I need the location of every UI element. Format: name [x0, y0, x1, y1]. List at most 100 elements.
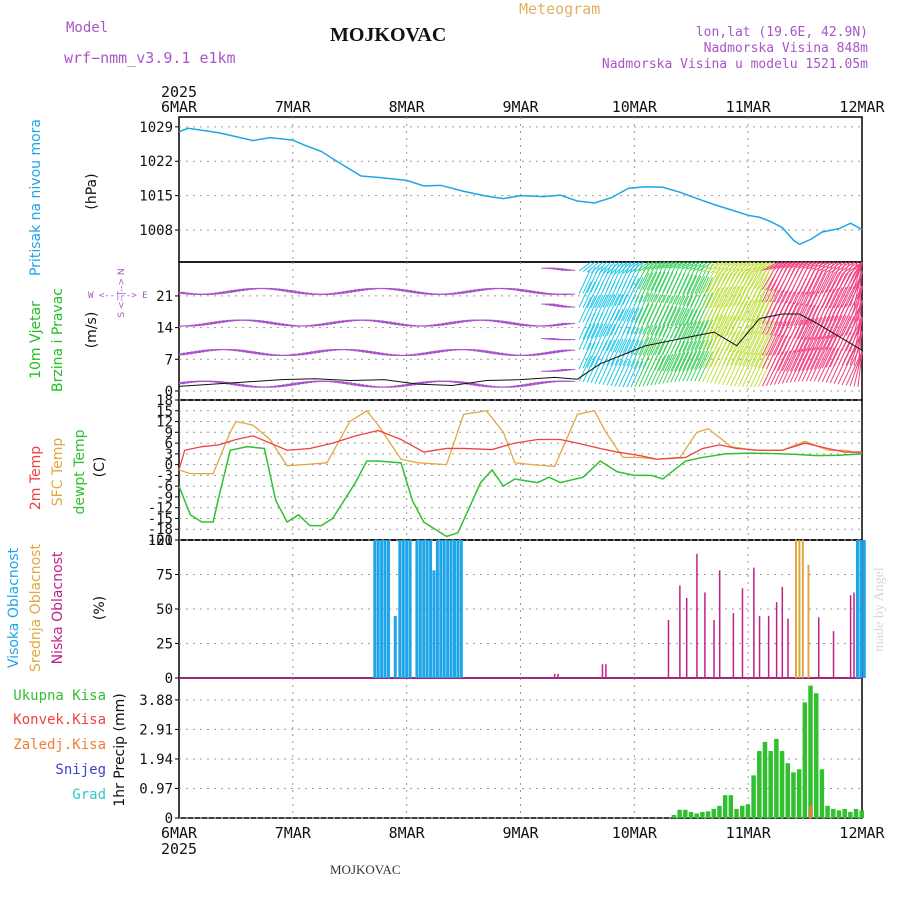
- dewpt-axis-label: dewpt Temp: [72, 429, 88, 514]
- cloud-bar: [376, 540, 380, 678]
- wind-barb: [849, 261, 863, 275]
- precip-bar: [842, 808, 847, 818]
- wind-barb: [798, 261, 815, 269]
- wind-barb: [738, 261, 755, 275]
- cloud-bar: [383, 540, 387, 678]
- wind-barb: [630, 328, 644, 355]
- footer-location: MOJKOVAC: [330, 862, 401, 877]
- precip-bar: [722, 795, 728, 818]
- wind-barb: [773, 336, 791, 371]
- wind-barb: [674, 322, 690, 354]
- wind-barb: [734, 261, 751, 275]
- cloud-bar: [781, 586, 784, 678]
- wind-barb: [841, 273, 859, 308]
- wind-barb: [674, 351, 690, 383]
- wind-barb: [690, 264, 706, 295]
- wind-barb: [813, 347, 831, 382]
- wind-barb: [702, 287, 720, 323]
- wind-barb: [602, 324, 616, 351]
- wind-barb: [654, 295, 670, 326]
- wind-barb: [821, 347, 839, 383]
- wind-barb: [650, 325, 666, 356]
- wind-barb: [634, 324, 650, 356]
- wind-barb: [714, 315, 732, 350]
- wind-barb: [785, 337, 803, 372]
- precip-bar: [739, 805, 745, 818]
- cloud-bar: [855, 540, 859, 678]
- wind-barb: [809, 335, 827, 371]
- wind-barb: [809, 346, 827, 382]
- wind-barb: [650, 294, 666, 326]
- wind-barb: [630, 295, 644, 323]
- wind-barb: [837, 273, 855, 308]
- wind-barb: [694, 339, 710, 370]
- wind-barb: [777, 261, 795, 293]
- wind-barb: [666, 341, 682, 372]
- wind-barb: [785, 261, 803, 294]
- wind-barb: [770, 261, 787, 270]
- wind-barb: [606, 339, 620, 366]
- wind-barb: [718, 286, 736, 321]
- cloud-bar: [418, 540, 422, 678]
- cloud-bar: [696, 553, 698, 678]
- wind-barb: [789, 348, 807, 383]
- wind-barb: [638, 324, 654, 356]
- x-tick-label-bottom: 9MAR: [502, 824, 539, 842]
- cloud-bar: [401, 540, 405, 678]
- precip-bar: [802, 702, 808, 818]
- wind-barb: [602, 293, 616, 321]
- wind-barb: [849, 317, 863, 352]
- wind-barb: [742, 352, 759, 388]
- wind-barb: [714, 261, 731, 274]
- pressure-unit-label: (hPa): [84, 173, 100, 209]
- wind-barb: [670, 295, 686, 327]
- wind-barb: [809, 261, 827, 271]
- wind-barb: [646, 261, 662, 271]
- wind-barb: [765, 321, 783, 356]
- wind-barb: [742, 331, 759, 367]
- wind-barb: [634, 261, 650, 273]
- wind-barb: [773, 321, 791, 356]
- wind-barb: [634, 336, 650, 368]
- wind-barb: [686, 275, 702, 307]
- wind-barb: [817, 334, 835, 369]
- wind-barb: [698, 292, 714, 323]
- cloud-bar: [601, 664, 604, 678]
- wind-barb: [694, 276, 710, 308]
- cloud-bar: [817, 617, 820, 678]
- wind-barb: [806, 261, 823, 270]
- y-tick-label: 7: [165, 352, 173, 368]
- wind-barb: [638, 337, 654, 369]
- cloud-bar: [449, 540, 453, 678]
- wind-barb: [829, 315, 847, 350]
- wind-barb: [678, 295, 694, 326]
- wind-barb: [726, 301, 743, 336]
- wind-barb: [578, 281, 592, 308]
- wind-barb: [598, 323, 612, 351]
- precip-bar: [825, 805, 830, 818]
- wind-barb: [618, 262, 632, 289]
- wind-barb: [730, 272, 747, 307]
- wind-barb: [658, 306, 674, 337]
- wind-barb: [674, 263, 690, 295]
- precip-bar: [819, 769, 825, 818]
- wind-barb: [730, 300, 747, 336]
- precip-bar: [768, 751, 773, 818]
- wind-barb: [686, 350, 702, 382]
- wind-barb: [618, 261, 632, 275]
- precip-bar: [831, 808, 836, 818]
- precip-bar: [785, 763, 791, 818]
- wind-barb: [614, 339, 628, 366]
- wind-barb: [785, 319, 803, 355]
- wind-barb: [674, 295, 690, 327]
- cloud-bar: [862, 540, 866, 678]
- y-tick-label: 3: [165, 447, 173, 463]
- wind-barb: [749, 332, 767, 367]
- wind-barb: [726, 331, 743, 366]
- y-tick-label: 50: [156, 602, 173, 618]
- cloud-bar: [432, 570, 436, 678]
- wind-barb: [746, 319, 763, 355]
- wind-barb: [746, 287, 763, 322]
- wind-barb: [694, 351, 710, 382]
- cloud-bar: [767, 615, 770, 678]
